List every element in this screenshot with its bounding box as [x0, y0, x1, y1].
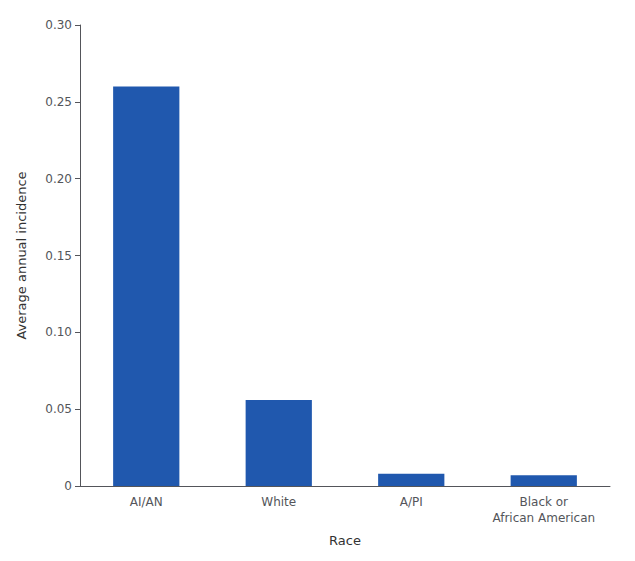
svg-text:Black or: Black or — [519, 495, 568, 509]
svg-text:0.10: 0.10 — [45, 325, 72, 339]
svg-text:AI/AN: AI/AN — [130, 495, 163, 509]
svg-text:Average annual incidence: Average annual incidence — [14, 171, 29, 339]
svg-text:0: 0 — [64, 479, 72, 493]
svg-text:0.20: 0.20 — [45, 172, 72, 186]
svg-text:African American: African American — [492, 511, 595, 525]
svg-text:0.15: 0.15 — [45, 249, 72, 263]
svg-text:Race: Race — [329, 533, 361, 548]
svg-text:0.30: 0.30 — [45, 18, 72, 32]
svg-text:0.25: 0.25 — [45, 95, 72, 109]
svg-text:White: White — [261, 495, 296, 509]
svg-text:0.05: 0.05 — [45, 402, 72, 416]
svg-text:A/PI: A/PI — [400, 495, 423, 509]
